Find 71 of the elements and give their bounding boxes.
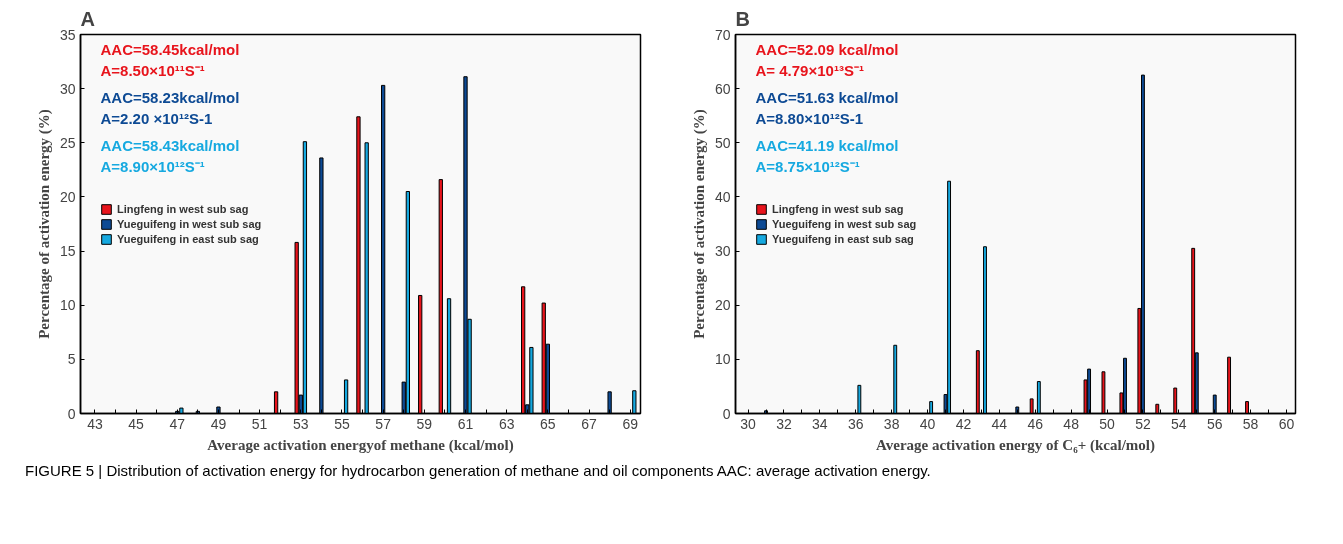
- x-tick-label: 32: [776, 415, 792, 432]
- x-tick-label: 50: [1099, 415, 1116, 432]
- x-tick-label: 60: [1278, 415, 1295, 432]
- y-tick-label: 30: [59, 80, 76, 97]
- x-tick-label: 45: [128, 415, 145, 432]
- annotation: A=2.20 ×10¹²S-1: [100, 109, 213, 127]
- x-tick-label: 52: [1135, 415, 1151, 432]
- y-tick-label: 10: [59, 297, 76, 314]
- y-tick-label: 30: [714, 243, 731, 260]
- x-tick-label: 54: [1171, 415, 1187, 432]
- y-tick-label: 35: [59, 26, 76, 43]
- y-axis-title: Percentage of activation energy (%): [690, 109, 708, 339]
- y-tick-label: 10: [714, 351, 731, 368]
- x-tick-label: 38: [883, 415, 900, 432]
- x-tick-label: 47: [169, 415, 186, 432]
- annotation: AAC=51.63 kcal/mol: [755, 88, 899, 106]
- x-axis-title: Average activation energyof methane (kcal/mol): [207, 436, 514, 454]
- x-tick-label: 57: [375, 415, 392, 432]
- x-tick-label: 43: [87, 415, 103, 432]
- annotation: A=8.75×10¹²S⁻¹: [755, 157, 860, 175]
- legend-label: Yueguifeng in west sub sag: [772, 217, 917, 230]
- legend-label: Yueguifeng in east sub sag: [772, 232, 914, 245]
- x-tick-label: 69: [622, 415, 639, 432]
- chart-title: B: [735, 7, 750, 30]
- y-tick-label: 5: [67, 351, 76, 368]
- annotation: AAC=58.45kcal/mol: [100, 40, 240, 58]
- x-tick-label: 61: [457, 415, 474, 432]
- y-tick-label: 70: [714, 26, 731, 43]
- x-tick-label: 58: [1242, 415, 1259, 432]
- annotation: A=8.90×10¹²S⁻¹: [100, 157, 205, 175]
- x-tick-label: 59: [416, 415, 433, 432]
- x-tick-label: 36: [847, 415, 864, 432]
- x-tick-label: 40: [919, 415, 936, 432]
- y-tick-label: 40: [714, 188, 731, 205]
- caption: FIGURE 5 | Distribution of activation energy for hydrocarbon generation of methane and oil components AAC: average activation energy.: [25, 461, 931, 481]
- x-tick-label: 53: [293, 415, 309, 432]
- x-tick-label: 49: [210, 415, 227, 432]
- y-tick-label: 20: [714, 297, 731, 314]
- y-tick-label: 60: [714, 80, 731, 97]
- y-tick-label: 0: [722, 405, 731, 422]
- x-tick-label: 34: [812, 415, 828, 432]
- x-tick-label: 42: [955, 415, 972, 432]
- x-tick-label: 48: [1063, 415, 1080, 432]
- annotation: AAC=58.43kcal/mol: [100, 136, 240, 154]
- annotation: A=8.50×10¹¹S⁻¹: [100, 61, 205, 79]
- x-tick-label: 46: [1027, 415, 1044, 432]
- x-tick-label: 51: [251, 415, 268, 432]
- y-tick-label: 20: [59, 188, 76, 205]
- x-axis-title: Average activation energy of C₆+ (kcal/mol): [876, 436, 1155, 454]
- legend-label: Lingfeng in west sub sag: [772, 202, 904, 215]
- legend-label: Lingfeng in west sub sag: [117, 202, 249, 215]
- x-tick-label: 67: [581, 415, 598, 432]
- y-tick-label: 25: [59, 134, 76, 151]
- annotation: AAC=41.19 kcal/mol: [755, 136, 899, 154]
- x-tick-label: 55: [334, 415, 350, 432]
- legend-label: Yueguifeng in west sub sag: [117, 217, 262, 230]
- y-tick-label: 15: [59, 243, 76, 260]
- y-axis-title: Percentage of activation energy (%): [35, 109, 53, 339]
- x-tick-label: 30: [740, 415, 757, 432]
- annotation: AAC=58.23kcal/mol: [100, 88, 240, 106]
- chart-title: A: [80, 7, 95, 30]
- y-tick-label: 50: [714, 134, 731, 151]
- x-tick-label: 65: [540, 415, 556, 432]
- x-tick-label: 56: [1206, 415, 1223, 432]
- annotation: AAC=52.09 kcal/mol: [755, 40, 899, 58]
- x-tick-label: 63: [498, 415, 515, 432]
- x-tick-label: 44: [991, 415, 1008, 432]
- annotation: A=8.80×10¹²S-1: [755, 109, 864, 127]
- y-tick-label: 0: [67, 405, 76, 422]
- legend-label: Yueguifeng in east sub sag: [117, 232, 259, 245]
- annotation: A= 4.79×10¹³S⁻¹: [755, 61, 864, 79]
